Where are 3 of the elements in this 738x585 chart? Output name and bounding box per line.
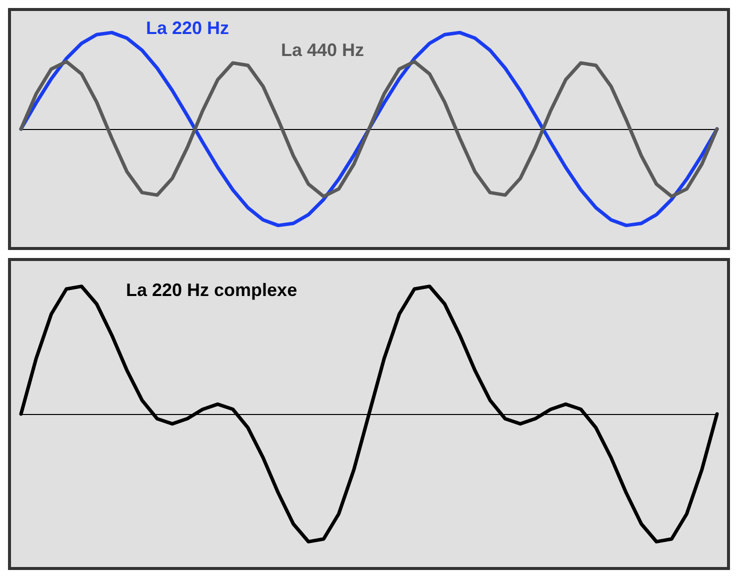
series-label: La 220 Hz xyxy=(146,18,230,38)
series-label: La 220 Hz complexe xyxy=(126,280,298,300)
series-label: La 440 Hz xyxy=(281,40,364,60)
